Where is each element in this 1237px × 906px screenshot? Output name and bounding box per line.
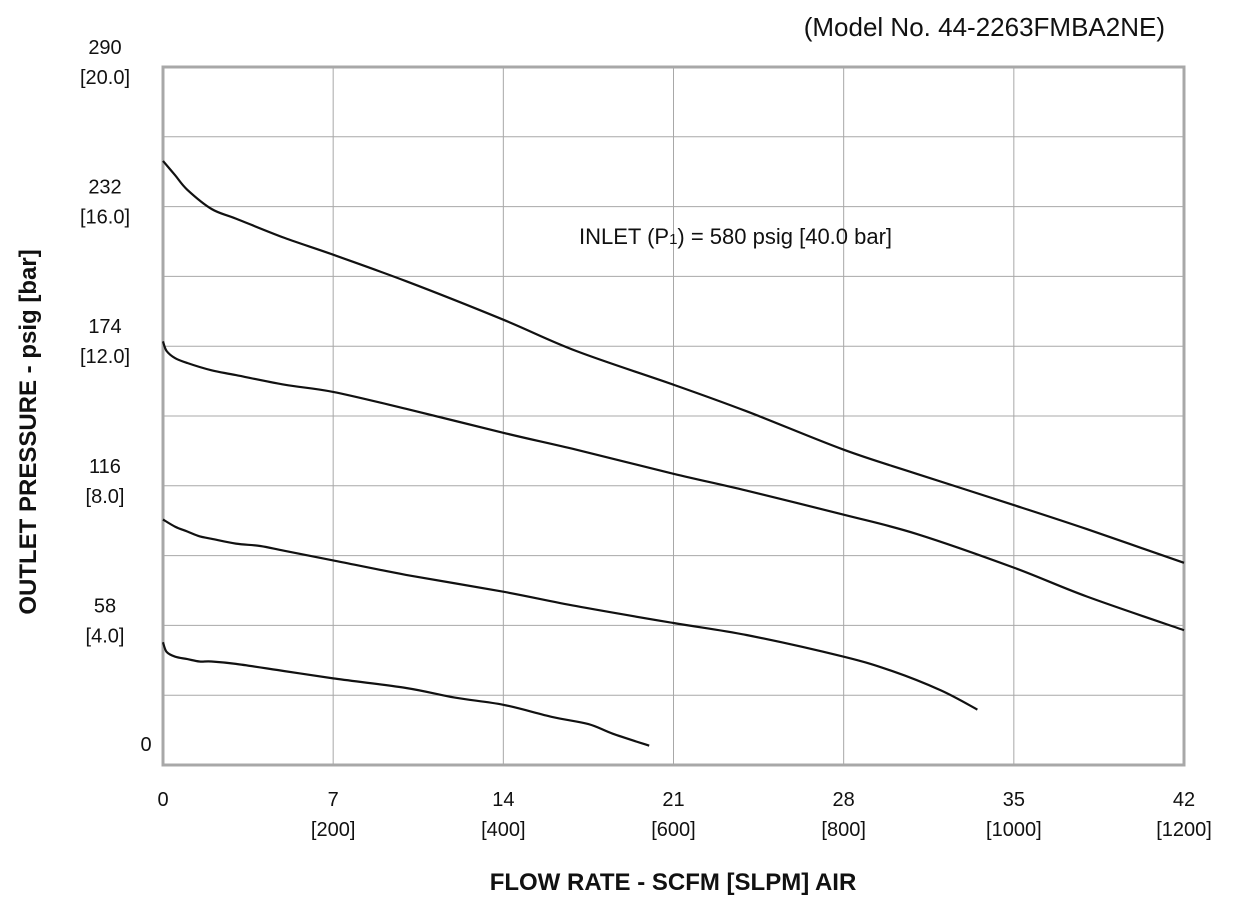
inlet-annotation-prefix: INLET (P: [579, 224, 669, 249]
series-line-1: [162, 160, 1185, 564]
y-tick-label-5: 290: [88, 37, 121, 59]
x-tick-label-5: 35: [1003, 789, 1025, 811]
x-tick-sublabel-3: [600]: [651, 819, 695, 841]
y-tick-label-2: 116: [89, 456, 121, 478]
inlet-annotation: INLET (P1) = 580 psig [40.0 bar]: [579, 224, 892, 249]
y-tick-label-4: 232: [88, 177, 121, 199]
x-tick-label-0: 0: [157, 789, 168, 811]
series-line-2: [161, 341, 1185, 632]
plot-frame: [161, 65, 1186, 767]
inlet-annotation-subscript: 1: [669, 231, 677, 248]
x-tick-sublabel-1: [200]: [311, 819, 355, 841]
y-tick-label-1: 58: [94, 595, 116, 617]
x-tick-sublabel-5: [1000]: [986, 819, 1042, 841]
chart-title: (Model No. 44-2263FMBA2NE): [804, 12, 1165, 42]
x-tick-labels: 0 7 [200] 14 [400] 21 [600] 28 [800] 35 [1000] 42 [1…: [157, 789, 1211, 841]
x-tick-sublabel-6: [1200]: [1156, 819, 1212, 841]
x-tick-label-3: 21: [662, 789, 684, 811]
x-tick-sublabel-4: [800]: [821, 819, 865, 841]
x-tick-sublabel-2: [400]: [481, 819, 525, 841]
series-line-4: [161, 641, 650, 747]
grid: [163, 67, 1184, 765]
y-axis-title: OUTLET PRESSURE - psig [bar]: [15, 249, 42, 614]
y-tick-label-0: 0: [140, 734, 151, 756]
y-tick-sublabel-2: [8.0]: [86, 486, 125, 508]
y-tick-sublabel-5: [20.0]: [80, 67, 130, 89]
y-tick-sublabel-1: [4.0]: [86, 625, 125, 647]
inlet-annotation-suffix: ) = 580 psig [40.0 bar]: [677, 224, 892, 249]
y-tick-label-3: 174: [88, 316, 121, 338]
x-tick-label-2: 14: [492, 789, 514, 811]
x-axis-title: FLOW RATE - SCFM [SLPM] AIR: [490, 869, 857, 896]
series-line-3: [162, 518, 978, 711]
y-tick-sublabel-4: [16.0]: [80, 207, 130, 229]
x-tick-label-4: 28: [833, 789, 855, 811]
series-group: [161, 160, 1185, 747]
y-tick-labels: 0 58 [4.0] 116 [8.0] 174 [12.0] 232 [16.0] 290 [20…: [80, 37, 152, 756]
x-tick-label-6: 42: [1173, 789, 1195, 811]
y-tick-sublabel-3: [12.0]: [80, 346, 130, 368]
x-tick-label-1: 7: [328, 789, 339, 811]
